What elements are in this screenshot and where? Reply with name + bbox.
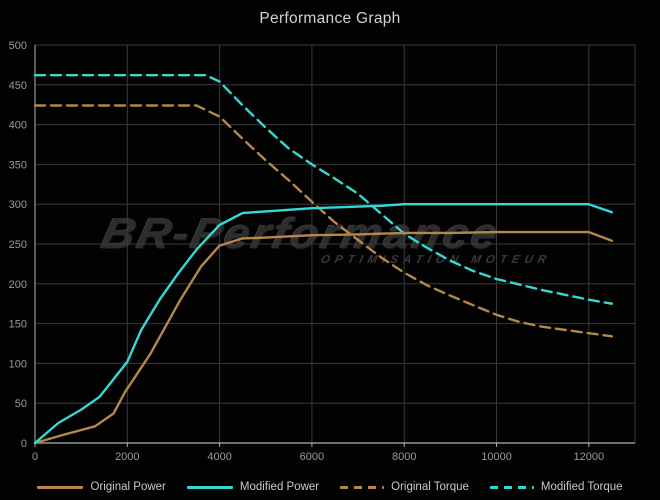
x-axis-tick-label: 10000	[481, 451, 512, 463]
y-axis-tick-label: 200	[9, 279, 27, 291]
y-axis-tick-label: 400	[9, 120, 27, 132]
modified-power-line-swatch-icon	[186, 485, 233, 489]
legend-item-modified-power: Modified Power	[186, 481, 320, 493]
x-axis-tick-label: 8000	[392, 451, 416, 463]
series-original-torque-line	[33, 104, 614, 338]
series-modified-torque-line	[33, 74, 614, 305]
legend-label: Modified Torque	[540, 481, 623, 493]
legend-label: Modified Power	[239, 481, 320, 493]
x-axis-tick-label: 4000	[207, 451, 231, 463]
y-axis-tick-label: 150	[9, 319, 27, 331]
series-modified-power-line	[33, 203, 614, 445]
y-axis-tick-label: 0	[21, 438, 27, 450]
chart-title: Performance Graph	[259, 10, 401, 27]
y-axis-tick-label: 250	[9, 239, 27, 251]
original-torque-dash-swatch-icon	[340, 485, 385, 489]
x-axis-tick-label: 6000	[300, 451, 324, 463]
legend-label: Original Torque	[391, 481, 469, 493]
y-axis-tick-label: 500	[9, 40, 27, 52]
modified-torque-dash-swatch-icon	[489, 485, 534, 489]
legend-item-original-power: Original Power	[37, 481, 166, 493]
x-axis-tick-label: 0	[32, 451, 38, 463]
y-axis-tick-label: 350	[9, 159, 27, 171]
y-axis-tick-label: 50	[15, 398, 27, 410]
x-axis-tick-label: 2000	[115, 451, 139, 463]
legend-item-original-torque: Original Torque	[340, 481, 469, 493]
chart-legend: Original Power Modified Power Original T…	[0, 481, 660, 493]
original-power-line-swatch-icon	[37, 485, 84, 489]
legend-label: Original Power	[90, 481, 166, 493]
x-axis-tick-label: 12000	[574, 451, 605, 463]
y-axis-tick-label: 100	[9, 358, 27, 370]
y-axis-tick-label: 300	[9, 199, 27, 211]
series-original-power-line	[33, 230, 614, 445]
y-axis-tick-label: 450	[9, 80, 27, 92]
legend-item-modified-torque: Modified Torque	[489, 481, 623, 493]
